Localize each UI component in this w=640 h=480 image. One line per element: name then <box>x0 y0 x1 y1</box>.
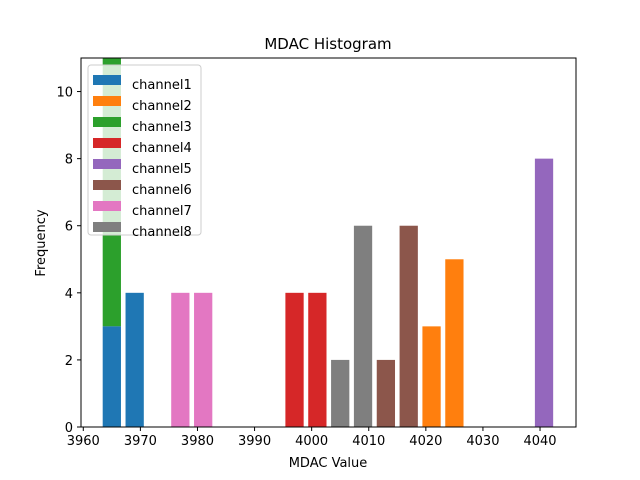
y-axis-label: Frequency <box>34 209 49 276</box>
axes-group: 3960 3970 3980 3990 4000 4010 4020 4030 4040 0 2 4 6… <box>56 57 577 449</box>
channel6-bar-1 <box>376 359 396 427</box>
x-tick-label: 3970 <box>124 434 157 449</box>
channel8-legend-swatch <box>93 222 121 232</box>
channel6-bar-2 <box>399 225 418 427</box>
bars-group <box>102 58 554 427</box>
channel5-bar-1 <box>534 158 554 427</box>
channel3-legend-label: channel3 <box>132 120 192 135</box>
x-tick-label: 3960 <box>67 434 100 449</box>
channel1-legend-label: channel1 <box>132 78 192 93</box>
channel7-bar-2 <box>194 292 213 427</box>
channel5-legend-swatch <box>93 159 121 169</box>
axes-frame <box>80 57 577 428</box>
channel4-bar-2 <box>308 292 327 427</box>
legend: channel1 channel2 channel3 channel4 channel5… <box>87 64 202 240</box>
channel1-bar-2 <box>125 292 144 427</box>
channel8-bar-2 <box>353 225 373 427</box>
x-tick-label: 4000 <box>295 434 328 449</box>
channel1-bar-1 <box>102 326 121 427</box>
channel1-legend-swatch <box>93 75 121 85</box>
channel5-legend-label: channel5 <box>132 162 192 177</box>
legend-box <box>87 64 202 236</box>
x-axis-label: MDAC Value <box>289 456 368 471</box>
channel4-legend-swatch <box>93 138 121 148</box>
y-tick-label: 6 <box>65 220 73 235</box>
channel6-legend-label: channel6 <box>132 183 192 198</box>
y-tick-label: 0 <box>65 421 73 436</box>
channel7-legend-swatch <box>93 201 121 211</box>
x-tick-label: 4020 <box>409 434 442 449</box>
x-tick-label: 3980 <box>181 434 214 449</box>
y-tick-label: 10 <box>56 86 73 101</box>
channel2-legend-label: channel2 <box>132 99 192 114</box>
channel6-legend-swatch <box>93 180 121 190</box>
channel2-legend-swatch <box>93 96 121 106</box>
y-tick-label: 8 <box>65 153 73 168</box>
chart-title: MDAC Histogram <box>264 35 391 53</box>
y-tick-label: 4 <box>65 287 73 302</box>
x-tick-label: 4030 <box>466 434 499 449</box>
channel2-bar-2 <box>445 259 464 427</box>
channel3-legend-swatch <box>93 117 121 127</box>
x-tick-label: 4040 <box>523 434 556 449</box>
channel4-bar-1 <box>285 292 304 427</box>
channel2-bar-1 <box>422 326 441 427</box>
channel4-legend-label: channel4 <box>132 141 192 156</box>
x-tick-label: 3990 <box>238 434 271 449</box>
channel8-bar-1 <box>331 359 350 427</box>
x-tick-label: 4010 <box>352 434 385 449</box>
channel7-legend-label: channel7 <box>132 204 192 219</box>
channel8-legend-label: channel8 <box>132 225 192 240</box>
channel7-bar-1 <box>171 292 190 427</box>
y-tick-label: 2 <box>65 354 73 369</box>
